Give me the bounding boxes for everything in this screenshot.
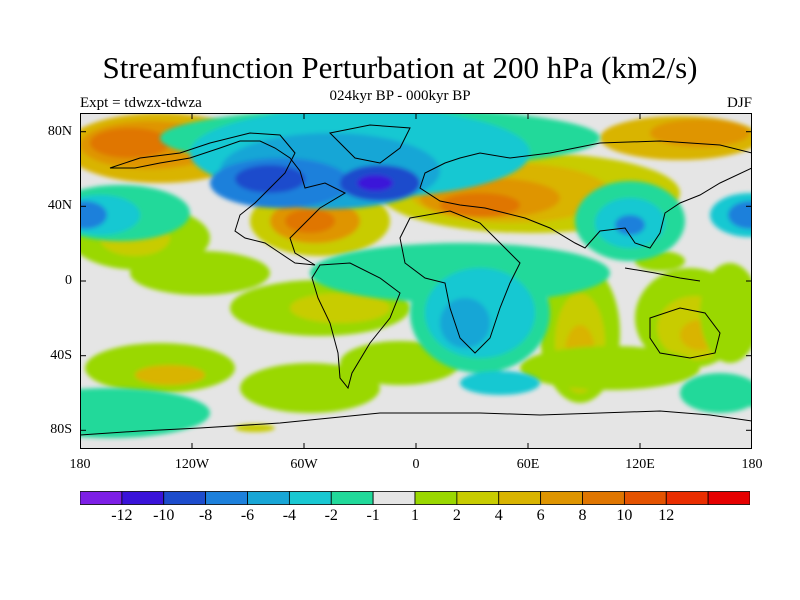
colorbar-label: -10 [153,507,175,524]
colorbar-label: -2 [324,507,338,524]
axis-ticks [80,113,752,449]
colorbar-swatch [80,491,123,505]
longitude-label: 120E [625,457,655,472]
colorbar-swatch [247,491,290,505]
latitude-label: 0 [65,273,72,288]
colorbar-swatch [414,491,458,505]
experiment-label: Expt = tdwzx-tdwza [80,95,202,111]
longitude-label: 60E [516,457,540,472]
colorbar-label: 4 [494,507,503,524]
colorbar-swatch [330,491,374,505]
colorbar-swatch [540,491,583,505]
streamfunction-map [80,113,752,449]
coastlines [80,124,752,436]
colorbar-swatch [665,491,709,505]
latitude-label: 80N [47,123,72,139]
africa-coast [399,210,521,354]
colorbar-label: -8 [198,507,213,524]
north-america-coast [109,132,347,266]
colorbar-label: 2 [452,507,461,524]
indonesia-coast [624,267,701,282]
longitude-label: 0 [412,457,420,472]
colorbar-swatch [707,491,750,505]
colorbar-swatch [498,491,542,505]
colorbar-label: -4 [282,507,297,524]
colorbar-label: -6 [240,507,255,524]
colorbar-label: -1 [366,507,380,524]
latitude-label: 40N [47,198,72,214]
latitude-label: 40S [50,347,72,363]
colorbar-label: -12 [111,507,133,524]
colorbar-swatch [205,491,248,505]
south-america-coast [311,262,401,390]
colorbar-label: 10 [616,507,633,524]
longitude-label: 180 [69,457,91,472]
colorbar-swatch [288,491,332,505]
colorbar-swatch [582,491,625,505]
greenland-coast [328,124,411,164]
longitude-label: 120W [174,457,210,472]
eurasia-coast [419,140,752,249]
antarctica-coast [80,410,752,436]
colorbar-swatch [121,491,165,505]
season-label: DJF [726,95,752,111]
longitude-label: 60W [290,457,318,472]
colorbar-swatch [372,491,416,505]
australia-coast [649,307,721,359]
colorbar-swatch [163,491,207,505]
latitude-label: 80S [50,422,72,438]
colorbar [80,491,750,505]
colorbar-swatch [456,491,500,505]
colorbar-label: 12 [658,507,675,524]
colorbar-label: 6 [536,507,545,524]
plot-subtitle: 024kyr BP - 000kyr BP [329,88,471,104]
colorbar-swatch [623,491,667,505]
longitude-label: 180 [741,457,763,472]
colorbar-label: 1 [411,507,419,524]
colorbar-label: 8 [578,507,587,524]
plot-title: Streamfunction Perturbation at 200 hPa (… [102,50,698,85]
